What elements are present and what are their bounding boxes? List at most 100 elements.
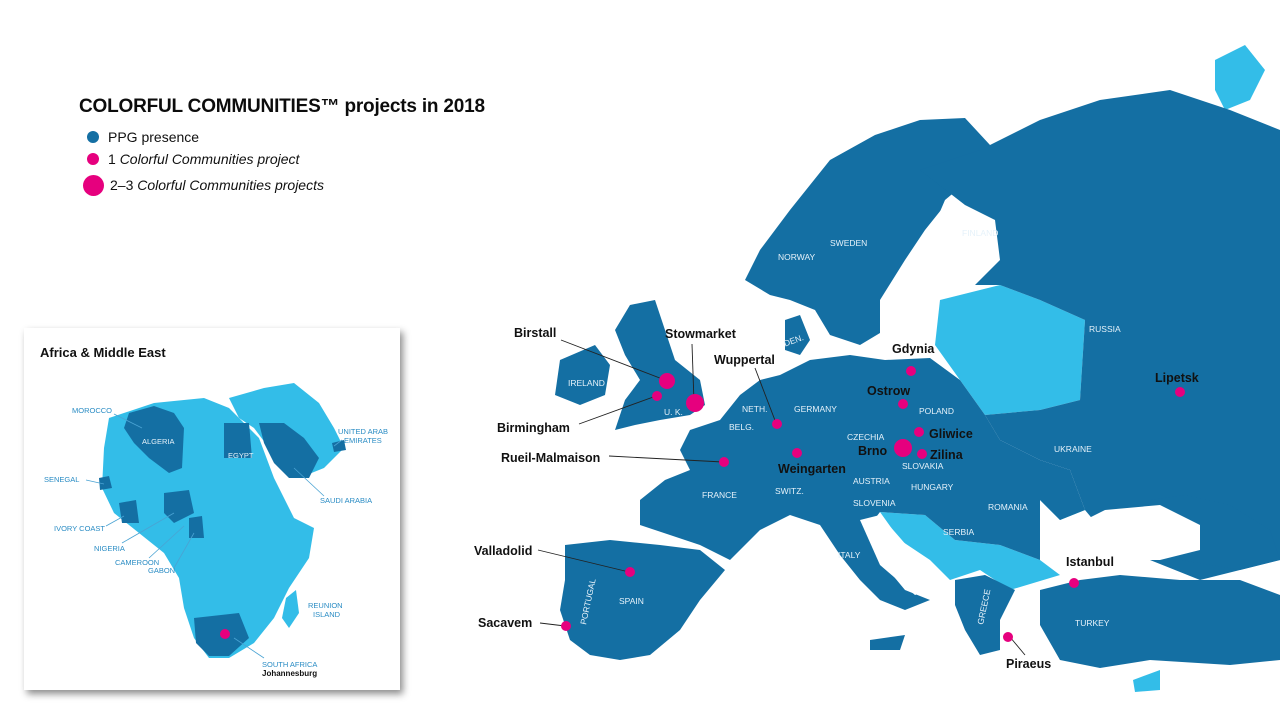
city-label-gdynia: Gdynia — [892, 342, 935, 356]
label-switzerland: SWITZ. — [775, 486, 804, 496]
label-russia: RUSSIA — [1089, 324, 1121, 334]
label-austria: AUSTRIA — [853, 476, 890, 486]
city-label-zilina: Zilina — [930, 448, 964, 462]
marker-zilina — [917, 449, 927, 459]
marker-piraeus — [1003, 632, 1013, 642]
label-reunion-line2: ISLAND — [313, 610, 341, 619]
presence-swatch-icon — [87, 131, 99, 143]
marker-sacavem — [561, 621, 571, 631]
legend-item-multi-project: 2–3 Colorful Communities projects — [83, 170, 324, 200]
label-saudi-arabia: SAUDI ARABIA — [320, 496, 372, 505]
inset-heading: Africa & Middle East — [40, 345, 166, 360]
marker-ostrow — [898, 399, 908, 409]
label-netherlands: NETH. — [742, 404, 768, 414]
africa-landmass — [102, 398, 314, 658]
madagascar — [282, 590, 299, 628]
city-label-piraeus: Piraeus — [1006, 657, 1051, 671]
multi-project-marker-icon — [83, 174, 104, 196]
legend-label-multi-prefix: 2–3 — [110, 177, 134, 193]
legend-item-one-project: 1 Colorful Communities project — [87, 148, 324, 170]
marker-johannesburg — [220, 629, 230, 639]
marker-gliwice — [914, 427, 924, 437]
country-labels: SWEDEN NORWAY FINLAND RUSSIA DEN. IRELAN… — [568, 228, 1121, 628]
label-germany: GERMANY — [794, 404, 837, 414]
label-uk: U. K. — [664, 407, 683, 417]
africa-map: MOROCCO ALGERIA EGYPT UNITED ARAB EMIRAT… — [44, 383, 388, 678]
inset-labels: MOROCCO ALGERIA EGYPT UNITED ARAB EMIRAT… — [44, 406, 388, 678]
label-algeria: ALGERIA — [142, 437, 175, 446]
label-egypt: EGYPT — [228, 451, 254, 460]
label-morocco: MOROCCO — [72, 406, 112, 415]
city-label-rueil: Rueil-Malmaison — [501, 451, 600, 465]
map-legend: PPG presence 1 Colorful Communities proj… — [83, 126, 324, 200]
label-uae-line1: UNITED ARAB — [338, 427, 388, 436]
city-label-birstall: Birstall — [514, 326, 556, 340]
city-label-wuppertal: Wuppertal — [714, 353, 775, 367]
label-nigeria: NIGERIA — [94, 544, 125, 553]
marker-rueil — [719, 457, 729, 467]
label-finland: FINLAND — [962, 228, 998, 238]
label-slovakia: SLOVAKIA — [902, 461, 944, 471]
city-label-gliwice: Gliwice — [929, 427, 973, 441]
marker-birmingham — [652, 391, 662, 401]
city-label-birmingham: Birmingham — [497, 421, 570, 435]
page-title: COLORFUL COMMUNITIES™ projects in 2018 — [79, 96, 485, 117]
label-ukraine: UKRAINE — [1054, 444, 1092, 454]
city-label-weingarten: Weingarten — [778, 462, 846, 476]
city-labels: Birstall Stowmarket Wuppertal Birmingham… — [474, 326, 1199, 671]
legend-item-presence: PPG presence — [87, 126, 324, 148]
single-project-marker-icon — [87, 153, 99, 165]
label-italy: ITALY — [838, 550, 861, 560]
label-johannesburg: Johannesburg — [262, 669, 317, 678]
marker-weingarten — [792, 448, 802, 458]
marker-brno — [894, 439, 912, 457]
label-cameroon: CAMEROON — [115, 558, 159, 567]
label-belgium: BELG. — [729, 422, 754, 432]
legend-label-one-italic: Colorful Communities project — [119, 151, 300, 167]
city-label-istanbul: Istanbul — [1066, 555, 1114, 569]
legend-label-multi-italic: Colorful Communities projects — [137, 177, 324, 193]
marker-valladolid — [625, 567, 635, 577]
city-label-lipetsk: Lipetsk — [1155, 371, 1199, 385]
label-spain: SPAIN — [619, 596, 644, 606]
label-france: FRANCE — [702, 490, 737, 500]
ppg-presence-regions — [555, 90, 1280, 668]
marker-stowmarket — [686, 394, 704, 412]
baltic-sea — [880, 205, 960, 350]
label-ireland: IRELAND — [568, 378, 605, 388]
label-serbia: SERBIA — [943, 527, 975, 537]
marker-birstall — [659, 373, 675, 389]
africa-middle-east-inset: Africa & Middle East — [24, 328, 400, 690]
label-reunion-line1: REUNION — [308, 601, 343, 610]
label-uae-line2: EMIRATES — [344, 436, 382, 445]
label-ivory-coast: IVORY COAST — [54, 524, 105, 533]
marker-wuppertal — [772, 419, 782, 429]
label-turkey: TURKEY — [1075, 618, 1110, 628]
project-markers — [561, 366, 1185, 642]
city-label-stowmarket: Stowmarket — [665, 327, 737, 341]
legend-label-one-prefix: 1 — [108, 151, 116, 167]
label-gabon: GABON — [148, 566, 175, 575]
label-slovenia: SLOVENIA — [853, 498, 896, 508]
label-norway: NORWAY — [778, 252, 815, 262]
label-hungary: HUNGARY — [911, 482, 954, 492]
label-romania: ROMANIA — [988, 502, 1028, 512]
city-label-valladolid: Valladolid — [474, 544, 532, 558]
black-sea — [1065, 505, 1200, 560]
label-senegal: SENEGAL — [44, 475, 79, 484]
label-south-africa: SOUTH AFRICA — [262, 660, 317, 669]
city-label-brno: Brno — [858, 444, 888, 458]
inset-leader-lines — [85, 413, 343, 659]
adriatic-sea — [860, 515, 930, 595]
label-poland: POLAND — [919, 406, 954, 416]
leader-lines — [537, 339, 1026, 656]
marker-istanbul — [1069, 578, 1079, 588]
city-label-ostrow: Ostrow — [867, 384, 910, 398]
marker-lipetsk — [1175, 387, 1185, 397]
city-label-sacavem: Sacavem — [478, 616, 532, 630]
label-czechia: CZECHIA — [847, 432, 885, 442]
label-sweden: SWEDEN — [830, 238, 867, 248]
legend-label-presence: PPG presence — [108, 129, 200, 145]
marker-gdynia — [906, 366, 916, 376]
